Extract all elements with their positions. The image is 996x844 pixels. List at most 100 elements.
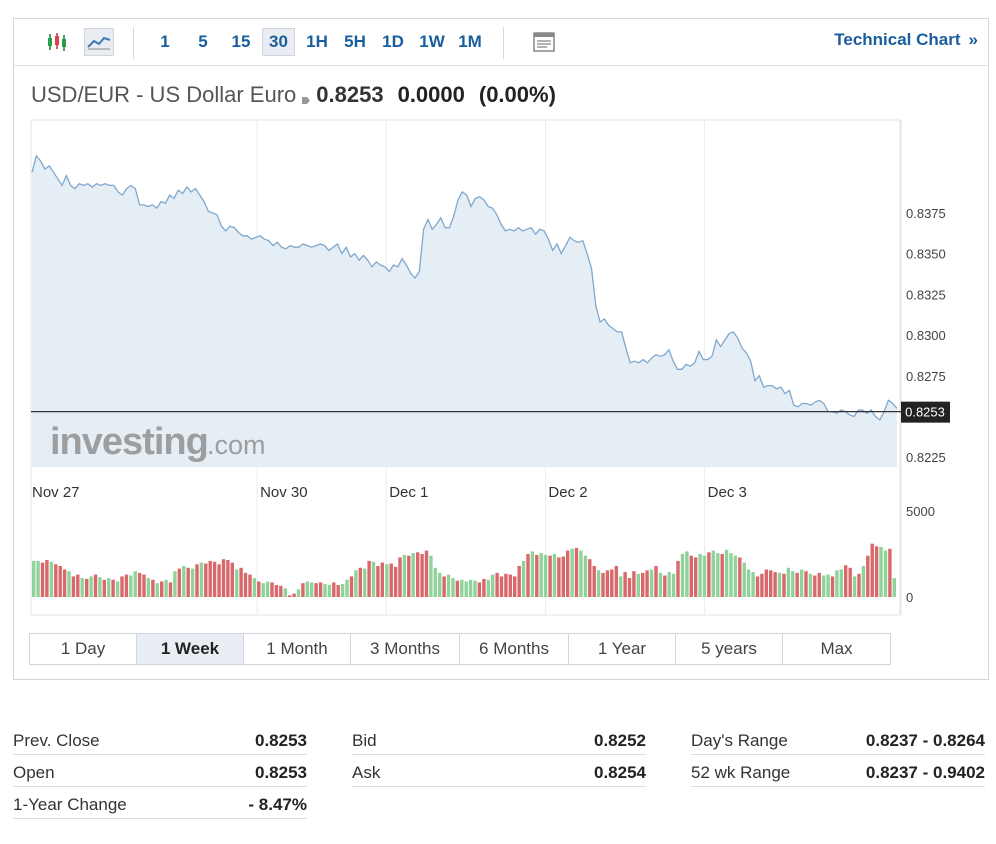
- volume-bar: [826, 574, 830, 597]
- volume-bar: [733, 555, 738, 597]
- volume-bar: [724, 549, 729, 597]
- volume-bar: [336, 585, 340, 597]
- volume-bar: [314, 583, 318, 597]
- chart-toolbar: 1 5 15 30 1H 5H 1D 1W 1M Technical Chart…: [14, 19, 988, 66]
- volume-bar: [129, 575, 133, 597]
- volume-bar: [654, 566, 658, 597]
- volume-bar: [561, 556, 565, 597]
- volume-bar: [177, 568, 181, 597]
- last-price-label: 0.8253: [901, 401, 950, 423]
- volume-bar: [301, 583, 305, 597]
- volume-bar: [358, 567, 362, 597]
- range-6-months-button[interactable]: 6 Months: [459, 633, 569, 665]
- volume-bar: [676, 560, 680, 597]
- volume-bar: [107, 578, 111, 597]
- range-3-months-button[interactable]: 3 Months: [350, 633, 460, 665]
- volume-bar: [596, 570, 601, 597]
- stat-value: 0.8252: [594, 731, 646, 750]
- timeframe-1m[interactable]: 1M: [458, 32, 482, 51]
- volume-bar: [160, 581, 164, 597]
- stat-label: Day's Range: [691, 731, 788, 750]
- timeframe-1h[interactable]: 1H: [306, 32, 328, 51]
- x-axis-label: Nov 30: [260, 484, 308, 501]
- volume-bar: [711, 550, 715, 597]
- volume-bar: [671, 573, 676, 597]
- candlestick-icon[interactable]: [42, 28, 72, 56]
- volume-bar: [243, 572, 248, 597]
- volume-bar: [667, 572, 671, 597]
- volume-bar: [446, 574, 451, 597]
- volume-bar: [71, 576, 76, 597]
- volume-bar: [738, 557, 742, 597]
- stat-label: Open: [13, 763, 55, 782]
- volume-bar: [85, 578, 89, 597]
- timeframe-1[interactable]: 1: [160, 32, 170, 51]
- range-1-month-button[interactable]: 1 Month: [243, 633, 351, 665]
- volume-bar: [694, 557, 698, 597]
- volume-bar: [866, 555, 870, 597]
- range-selector: 1 Day 1 Week 1 Month 3 Months 6 Months 1 Year…: [29, 633, 891, 665]
- volume-bar: [115, 581, 120, 597]
- volume-bar: [627, 578, 632, 597]
- timeframe-30[interactable]: 30: [262, 28, 295, 56]
- volume-bar: [305, 581, 309, 597]
- volume-bar: [270, 582, 274, 597]
- range-1-day-button[interactable]: 1 Day: [29, 633, 137, 665]
- volume-bar: [698, 554, 702, 597]
- range-1-year-button[interactable]: 1 Year: [568, 633, 676, 665]
- timeframe-1w[interactable]: 1W: [419, 32, 445, 51]
- timeframe-5[interactable]: 5: [198, 32, 208, 51]
- stat-label: Ask: [352, 763, 381, 782]
- x-axis-label: Dec 2: [548, 484, 587, 501]
- price-chart[interactable]: investing .com 0.8253 0.8375 0.8350 0.8325…: [14, 19, 988, 629]
- volume-bar: [570, 548, 574, 597]
- technical-chart-link[interactable]: Technical Chart »: [834, 30, 978, 50]
- range-5-years-button[interactable]: 5 years: [675, 633, 783, 665]
- timeframe-5h[interactable]: 5H: [344, 32, 366, 51]
- volume-bar: [702, 555, 707, 597]
- timeframe-15[interactable]: 15: [231, 32, 251, 51]
- stat-row: Bid 0.8252: [352, 724, 646, 755]
- range-max-button[interactable]: Max: [782, 633, 891, 665]
- instrument-name: USD/EUR - US Dollar Euro: [31, 82, 297, 107]
- double-chevron-right-icon: »: [968, 30, 978, 49]
- volume-bar: [619, 576, 623, 597]
- table-view-icon[interactable]: [529, 28, 559, 56]
- volume-bar: [318, 582, 323, 597]
- volume-bar: [773, 572, 777, 597]
- volume-bar: [513, 576, 517, 597]
- volume-bar: [486, 579, 490, 597]
- volume-bar: [601, 572, 605, 597]
- watermark-suffix: .com: [207, 430, 266, 460]
- volume-bar: [279, 585, 283, 597]
- stat-label: 1-Year Change: [13, 795, 127, 814]
- chart-widget: 1 5 15 30 1H 5H 1D 1W 1M Technical Chart…: [13, 18, 989, 680]
- volume-bar: [870, 543, 874, 597]
- volume-bar: [45, 560, 49, 597]
- volume-bar: [36, 560, 40, 597]
- timeframe-1d[interactable]: 1D: [382, 32, 404, 51]
- volume-bar: [323, 584, 327, 597]
- volume-bar: [76, 574, 80, 597]
- volume-tick-label: 5000: [906, 504, 935, 519]
- volume-bar: [879, 547, 883, 597]
- volume-bar: [857, 573, 861, 597]
- volume-bar: [685, 551, 689, 597]
- volume-bar: [424, 550, 429, 597]
- last-price-label-text: 0.8253: [905, 405, 945, 420]
- volume-bar: [566, 550, 570, 597]
- volume-bar: [614, 566, 618, 597]
- volume-bar: [235, 569, 239, 597]
- volume-bar: [407, 555, 411, 597]
- stat-label: Bid: [352, 731, 377, 750]
- volume-bar: [327, 585, 332, 597]
- area-chart-icon[interactable]: [84, 28, 114, 56]
- stat-row: Ask 0.8254: [352, 756, 646, 787]
- x-axis-labels: Nov 27 Nov 30 Dec 1 Dec 2 Dec 3: [32, 484, 747, 501]
- price-change: 0.0000: [397, 82, 465, 107]
- volume-bar: [190, 568, 195, 597]
- stat-row: 1-Year Change - 8.47%: [13, 788, 307, 819]
- range-1-week-button[interactable]: 1 Week: [136, 633, 244, 665]
- volume-bar: [416, 552, 420, 597]
- volume-bar: [707, 552, 711, 597]
